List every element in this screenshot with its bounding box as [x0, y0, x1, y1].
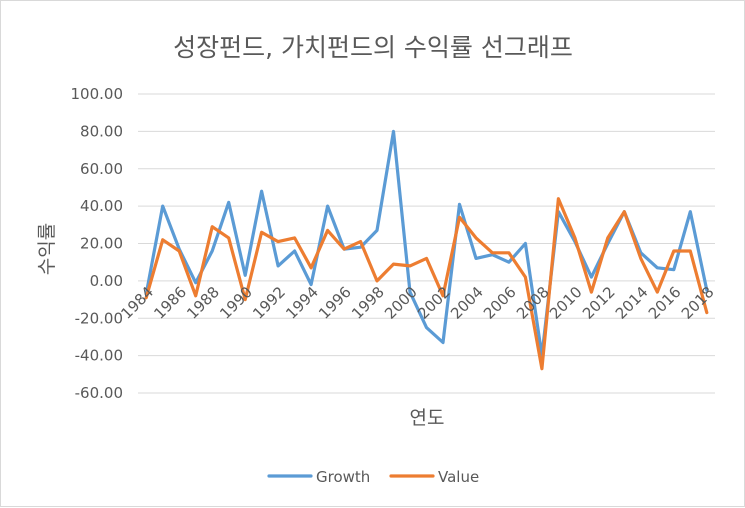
y-tick-label: 40.00 — [80, 197, 123, 215]
x-tick-label: 1996 — [315, 283, 355, 323]
gridlines — [138, 93, 715, 394]
x-tick-label: 2014 — [612, 283, 652, 323]
y-tick-label: 0.00 — [90, 272, 123, 290]
x-axis-title: 연도 — [410, 407, 445, 429]
chart-title: 성장펀드, 가치펀드의 수익률 선그래프 — [173, 33, 573, 62]
x-tick-label: 2006 — [480, 283, 520, 323]
x-tick-label: 1994 — [282, 283, 322, 323]
x-tick-label: 1990 — [216, 283, 256, 323]
x-tick-label: 1986 — [150, 283, 190, 323]
x-tick-label: 2010 — [546, 283, 586, 323]
y-axis-title: 수익률 — [36, 223, 58, 275]
series-line-growth — [144, 129, 709, 358]
y-tick-label: -20.00 — [75, 309, 123, 327]
y-tick-label: -60.00 — [75, 384, 123, 402]
x-tick-label: 2012 — [579, 283, 619, 323]
series-lines — [144, 129, 709, 371]
y-tick-label: 20.00 — [80, 235, 123, 253]
x-tick-label: 1984 — [117, 283, 157, 323]
y-tick-label: -40.00 — [75, 347, 123, 365]
x-tick-label: 1992 — [249, 283, 289, 323]
x-tick-label: 1988 — [183, 283, 223, 323]
y-tick-label: 80.00 — [80, 122, 123, 140]
y-tick-label: 60.00 — [80, 160, 123, 178]
legend-label-growth: Growth — [316, 468, 370, 486]
legend: Growth Value — [267, 468, 479, 486]
legend-label-value: Value — [438, 468, 479, 486]
y-tick-label: 100.00 — [71, 85, 124, 103]
x-tick-label: 1998 — [348, 283, 388, 323]
y-axis-ticks: 100.00 80.00 60.00 40.00 20.00 0.00 -20.00 -40.… — [71, 85, 124, 402]
x-tick-label: 2004 — [447, 283, 487, 323]
x-tick-label: 2016 — [645, 283, 685, 323]
series-line-value — [144, 197, 709, 371]
x-tick-label: 2018 — [678, 283, 718, 323]
x-axis-ticks: 1984198619881990199219941996199820002002… — [117, 283, 717, 323]
